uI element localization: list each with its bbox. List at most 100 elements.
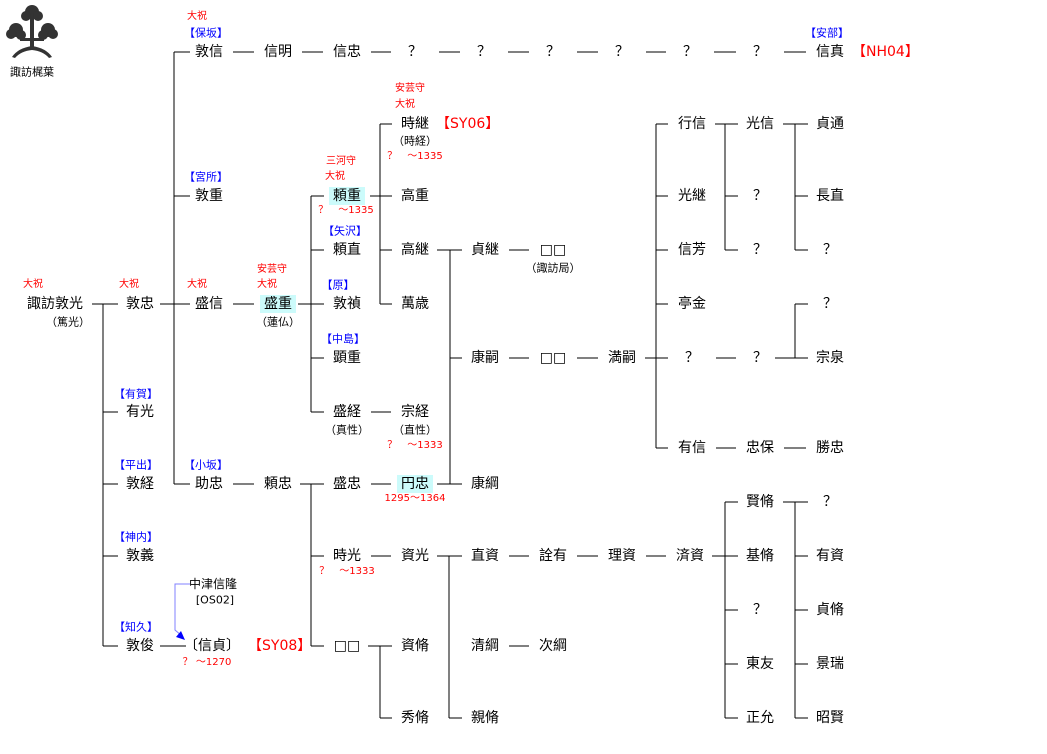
person-node: 亭金 <box>678 296 706 312</box>
alias-name: （篤光） <box>46 315 90 329</box>
person-node: 頼忠 <box>264 476 292 492</box>
office-title: 大祝 <box>187 11 207 22</box>
life-dates: ？ ～1333 <box>319 566 375 577</box>
person-node: 済資 <box>676 548 704 564</box>
person-node: 康綱 <box>471 476 499 492</box>
person-node: 宗泉 <box>816 350 844 366</box>
person-node: 満嗣 <box>608 350 636 366</box>
life-dates: ？ ～1270 <box>182 657 232 668</box>
clan-name: 【原】 <box>321 278 355 292</box>
office-title: 大祝 <box>395 99 415 110</box>
kaji-leaf-crest-icon <box>6 5 58 58</box>
person-node: 盛経 <box>333 404 361 420</box>
person-node: ？ <box>477 44 491 60</box>
office-title: 安芸守 <box>395 83 425 94</box>
person-node: 親脩 <box>471 710 499 726</box>
person-node: 頼直 <box>333 242 361 258</box>
person-node: 敦禎 <box>333 296 361 312</box>
clan-name: 【有賀】 <box>114 387 158 401</box>
person-node: 賢脩 <box>746 494 774 510</box>
person-node: 助忠 <box>195 476 223 492</box>
person-node: ？ <box>753 350 767 366</box>
office-title: 大祝 <box>257 279 277 290</box>
person-node: 敦忠 <box>126 296 154 312</box>
person-node: 盛信 <box>195 296 223 312</box>
person-node: 正允 <box>746 710 774 726</box>
clan-name: 【矢沢】 <box>323 224 367 238</box>
alias-name: （蓮仏） <box>256 315 300 329</box>
person-node: 行信 <box>678 116 706 132</box>
reference-code: 【SY06】 <box>436 116 500 132</box>
clan-name: 【安部】 <box>805 26 849 40</box>
reference-code: 【NH04】 <box>852 44 919 60</box>
person-node: ？ <box>408 44 422 60</box>
clan-name: 【宮所】 <box>184 170 228 184</box>
alias-name: （直性） <box>393 423 437 437</box>
person-node: 清綱 <box>471 638 499 654</box>
person-node: 敦経 <box>126 476 154 492</box>
office-title: 大祝 <box>119 279 139 290</box>
person-node: ？ <box>685 350 699 366</box>
alias-name: （時経） <box>393 134 437 148</box>
person-node: 貞継 <box>471 242 499 258</box>
person-node: ？ <box>615 44 629 60</box>
person-node: □□ <box>539 350 567 366</box>
person-node: 信忠 <box>333 44 361 60</box>
person-node: 敦俊 <box>126 638 154 654</box>
office-title: 安芸守 <box>257 264 287 275</box>
person-node: 中津信隆 <box>188 577 238 591</box>
person-node: ？ <box>823 296 837 312</box>
reference-code: 【SY08】 <box>248 638 312 654</box>
alias-name: [OS02] <box>195 593 235 607</box>
clan-name: 【知久】 <box>114 620 158 634</box>
person-node: □□ <box>539 242 567 258</box>
person-node: 高重 <box>401 188 429 204</box>
person-node: 円忠 <box>397 475 433 493</box>
person-node: 詮有 <box>539 548 567 564</box>
life-dates: ？ ～1335 <box>387 151 443 162</box>
person-node: 時継 <box>401 116 429 132</box>
person-node: 勝忠 <box>816 440 844 456</box>
person-node: 敦義 <box>126 548 154 564</box>
person-node: 諏訪敦光 <box>27 296 83 312</box>
person-node: 有資 <box>816 548 844 564</box>
person-node: 有信 <box>678 440 706 456</box>
person-node: ？ <box>753 242 767 258</box>
person-node: 光継 <box>678 188 706 204</box>
person-node: 貞通 <box>816 116 844 132</box>
person-node: 〔信貞〕 <box>184 638 240 654</box>
clan-name: 【中島】 <box>321 332 365 346</box>
person-node: □□ <box>333 638 361 654</box>
person-node: 顕重 <box>333 350 361 366</box>
arrowhead-icon <box>176 631 185 640</box>
person-node: 次綱 <box>539 638 567 654</box>
person-node: 高継 <box>401 242 429 258</box>
person-node: 東友 <box>746 656 774 672</box>
person-node: 光信 <box>746 116 774 132</box>
life-dates: ？ ～1333 <box>387 440 443 451</box>
person-node: 景瑞 <box>816 656 844 672</box>
person-node: 敦重 <box>195 188 223 204</box>
clan-name: 【保坂】 <box>184 26 228 40</box>
office-title: 大祝 <box>325 171 345 182</box>
office-title: 三河守 <box>326 156 356 167</box>
clan-name: 【神内】 <box>114 530 158 544</box>
person-node: 萬歳 <box>401 296 429 312</box>
person-node: 盛重 <box>260 295 296 313</box>
person-node: 信明 <box>264 44 292 60</box>
person-node: ？ <box>823 494 837 510</box>
person-node: 信真 <box>816 44 844 60</box>
life-dates: 1295～1364 <box>384 493 446 504</box>
person-node: 資光 <box>401 548 429 564</box>
person-node: 時光 <box>333 548 361 564</box>
alias-name: （真性） <box>325 423 369 437</box>
alias-name: （諏訪局） <box>525 261 581 275</box>
person-node: 資脩 <box>401 638 429 654</box>
person-node: 盛忠 <box>333 476 361 492</box>
crest-label: 諏訪梶葉 <box>10 65 54 79</box>
person-node: 頼重 <box>329 187 365 205</box>
person-node: 貞脩 <box>816 602 844 618</box>
person-node: ？ <box>753 188 767 204</box>
